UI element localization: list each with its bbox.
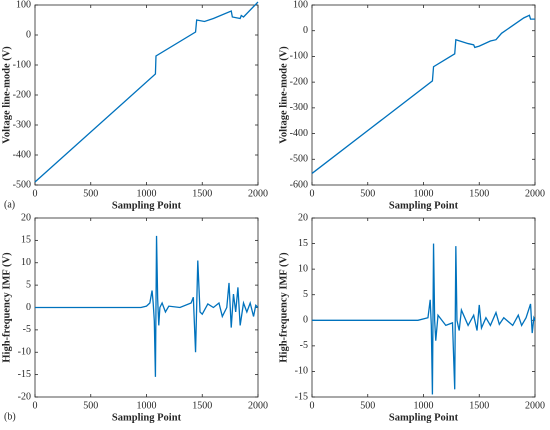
- y-tick-label: -5: [300, 340, 308, 351]
- axes-frame: [34, 4, 259, 186]
- x-tick-label: 0: [310, 400, 315, 411]
- x-tick-label: 500: [360, 400, 375, 411]
- x-tick-label: 1000: [137, 188, 157, 199]
- y-axis-label: High-frequency IMF (V): [278, 252, 289, 363]
- x-axis-label: Sampling Point: [389, 412, 459, 423]
- y-tick-label: -20: [18, 391, 31, 402]
- y-tick-label: 20: [298, 212, 308, 223]
- y-tick-label: 0: [26, 29, 31, 40]
- y-tick-label: 15: [21, 235, 31, 246]
- y-tick-label: 20: [21, 212, 31, 223]
- y-tick-label: -100: [290, 51, 308, 62]
- x-tick-label: 2000: [525, 188, 545, 199]
- data-line: [34, 1, 259, 183]
- y-tick-label: 0: [303, 315, 308, 326]
- y-tick-label: 10: [21, 257, 31, 268]
- x-tick-label: 0: [33, 400, 38, 411]
- data-line: [312, 243, 536, 395]
- x-tick-label: 1500: [469, 188, 489, 199]
- x-tick-label: 500: [83, 188, 98, 199]
- y-tick-label: -5: [23, 324, 31, 335]
- y-tick-label: -10: [18, 347, 31, 358]
- y-tick-label: -15: [18, 369, 31, 380]
- x-tick-label: 1000: [137, 400, 157, 411]
- y-tick-label: 0: [303, 25, 308, 36]
- y-axis-label: High-frequency IMF (V): [1, 252, 12, 363]
- y-tick-label: 5: [303, 289, 308, 300]
- y-tick-label: -400: [290, 128, 308, 139]
- x-tick-label: 500: [360, 188, 375, 199]
- y-tick-label: -600: [290, 179, 308, 190]
- data-line: [35, 235, 259, 377]
- y-tick-label: 10: [298, 263, 308, 274]
- y-tick-label: -500: [13, 179, 31, 190]
- panel-label: (a): [4, 199, 15, 210]
- x-axis-label: Sampling Point: [389, 200, 459, 211]
- panel-label: (b): [4, 411, 16, 422]
- data-line: [311, 14, 535, 174]
- y-tick-label: 100: [293, 0, 308, 10]
- y-tick-label: -200: [13, 89, 31, 100]
- x-tick-label: 1500: [192, 188, 212, 199]
- x-tick-label: 2000: [248, 400, 268, 411]
- y-axis-label: Voltage line-mode (V): [278, 46, 289, 144]
- y-tick-label: -400: [13, 149, 31, 160]
- x-tick-label: 2000: [248, 188, 268, 199]
- y-tick-label: 0: [26, 302, 31, 313]
- y-tick-label: -500: [290, 154, 308, 165]
- y-tick-label: -300: [13, 119, 31, 130]
- x-tick-label: 1500: [469, 400, 489, 411]
- y-tick-label: -100: [13, 59, 31, 70]
- x-tick-label: 0: [310, 188, 315, 199]
- y-axis-label: Voltage line-mode (V): [1, 46, 12, 144]
- x-axis-label: Sampling Point: [112, 412, 182, 423]
- y-tick-label: 15: [298, 238, 308, 249]
- x-tick-label: 2000: [525, 400, 545, 411]
- x-tick-label: 1000: [414, 400, 434, 411]
- y-tick-label: 5: [26, 279, 31, 290]
- y-tick-label: 100: [16, 0, 31, 10]
- x-tick-label: 1500: [192, 400, 212, 411]
- x-axis-label: Sampling Point: [112, 200, 182, 211]
- x-tick-label: 0: [33, 188, 38, 199]
- axes-frame: [311, 217, 536, 398]
- y-tick-label: -15: [295, 391, 308, 402]
- y-tick-label: -300: [290, 102, 308, 113]
- y-tick-label: -200: [290, 76, 308, 87]
- axes-frame: [311, 4, 536, 186]
- x-tick-label: 500: [83, 400, 98, 411]
- y-tick-label: -10: [295, 366, 308, 377]
- x-tick-label: 1000: [414, 188, 434, 199]
